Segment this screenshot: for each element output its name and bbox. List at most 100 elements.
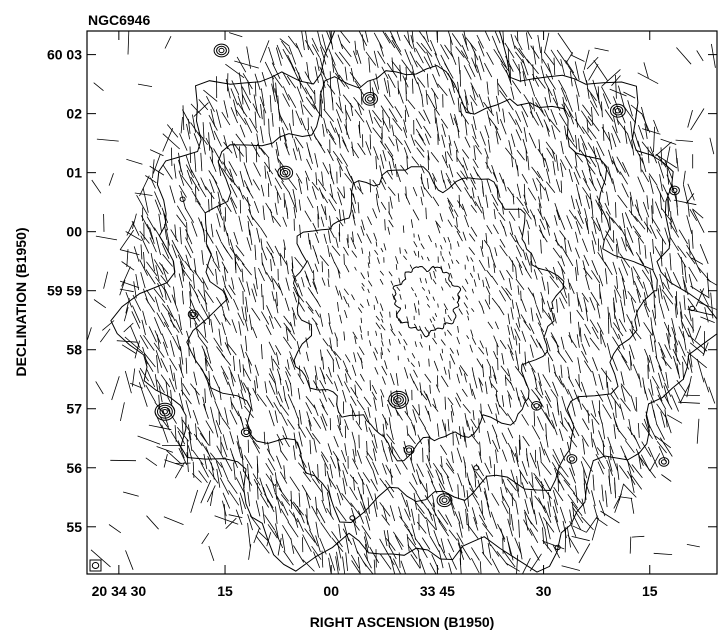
polarization-vector: [455, 397, 461, 408]
polarization-vector: [687, 334, 708, 352]
polarization-vector: [181, 416, 184, 436]
polarization-vector: [284, 366, 291, 377]
polarization-vector: [581, 238, 588, 253]
polarization-vector: [404, 410, 412, 422]
polarization-vector: [634, 204, 643, 221]
polarization-vector: [141, 319, 146, 336]
polarization-vector: [441, 123, 446, 138]
polarization-vector: [575, 198, 582, 215]
polarization-vector: [424, 326, 428, 332]
polarization-vector: [322, 338, 329, 347]
polarization-vector: [459, 365, 468, 377]
polarization-vector: [235, 261, 242, 273]
polarization-vector: [404, 508, 411, 521]
polarization-vector: [410, 554, 421, 569]
polarization-vector: [396, 286, 401, 292]
polarization-vector: [511, 80, 522, 94]
polarization-vector: [643, 322, 653, 336]
polarization-vector: [418, 111, 426, 122]
polarization-vector: [427, 470, 434, 484]
polarization-vector: [361, 219, 365, 231]
polarization-vector: [233, 355, 236, 372]
polarization-vector: [495, 131, 499, 145]
polarization-vector: [387, 74, 396, 88]
polarization-vector: [253, 527, 260, 544]
polarization-vector: [96, 138, 119, 142]
polarization-vector: [235, 245, 245, 257]
polarization-vector: [297, 78, 308, 95]
polarization-vector: [615, 74, 617, 99]
polarization-vector: [427, 508, 433, 521]
x-tick-label: 15: [217, 583, 233, 599]
polarization-vector: [456, 349, 460, 356]
polarization-vector: [522, 71, 526, 87]
polarization-vector: [461, 544, 471, 561]
polarization-vector: [560, 140, 564, 155]
polarization-vector: [584, 154, 591, 172]
polarization-vector: [517, 165, 519, 177]
polarization-vector: [268, 118, 270, 134]
polarization-vector: [425, 207, 427, 220]
polarization-vector: [315, 299, 321, 308]
polarization-vector: [462, 164, 469, 179]
polarization-vector: [411, 508, 415, 525]
polarization-vector: [163, 321, 173, 336]
polarization-vector: [418, 31, 426, 40]
polarization-vector: [354, 109, 365, 123]
polarization-vector: [426, 519, 430, 536]
polarization-vector: [337, 268, 341, 279]
polarization-vector: [233, 298, 239, 311]
polarization-vector: [164, 459, 184, 467]
polarization-vector: [252, 103, 261, 119]
polarization-vector: [375, 315, 380, 321]
polarization-vector: [404, 193, 411, 205]
polarization-vector: [357, 233, 363, 244]
polarization-vector: [387, 80, 391, 97]
polarization-vector: [384, 483, 394, 499]
polarization-vector: [477, 273, 480, 281]
polarization-vector: [179, 226, 182, 245]
polarization-vector: [469, 272, 474, 278]
polarization-vector: [667, 198, 670, 217]
polarization-vector: [311, 433, 321, 445]
polarization-vector: [517, 309, 521, 319]
polarization-vector: [272, 77, 275, 93]
polarization-vector: [661, 208, 673, 223]
polarization-vector: [149, 149, 164, 157]
polarization-vector: [392, 531, 404, 547]
polarization-vector: [538, 512, 546, 531]
polarization-vector: [660, 251, 663, 267]
polarization-vector: [551, 419, 558, 436]
polarization-vector: [304, 210, 312, 222]
polarization-vector: [256, 393, 267, 407]
polarization-vector: [609, 445, 612, 461]
polarization-vector: [262, 205, 265, 220]
polarization-vector: [440, 244, 443, 250]
polarization-vector: [373, 500, 378, 518]
polarization-vector: [229, 409, 238, 425]
polarization-vector: [485, 381, 488, 395]
polarization-vector: [344, 172, 353, 184]
polarization-vector: [458, 426, 462, 439]
polarization-vector: [515, 278, 525, 291]
polarization-vector: [577, 357, 581, 374]
polarization-vector: [160, 358, 168, 373]
polarization-vector: [499, 245, 508, 257]
polarization-vector: [470, 179, 477, 190]
polarization-vector: [531, 367, 537, 381]
polarization-vector: [302, 104, 313, 118]
polarization-vector: [457, 542, 465, 560]
polarization-vector: [146, 216, 156, 231]
polarization-vector: [649, 453, 661, 472]
polarization-vector: [150, 177, 156, 189]
polarization-vector: [629, 191, 634, 207]
polarization-vector: [518, 541, 523, 560]
polarization-vector: [521, 414, 529, 426]
polarization-vector: [349, 486, 358, 501]
polarization-vector: [659, 437, 673, 457]
polarization-vector: [321, 171, 324, 186]
polarization-vector: [624, 455, 635, 473]
polarization-vector: [508, 140, 513, 155]
polarization-vector: [474, 51, 477, 68]
polarization-vector: [619, 253, 631, 268]
